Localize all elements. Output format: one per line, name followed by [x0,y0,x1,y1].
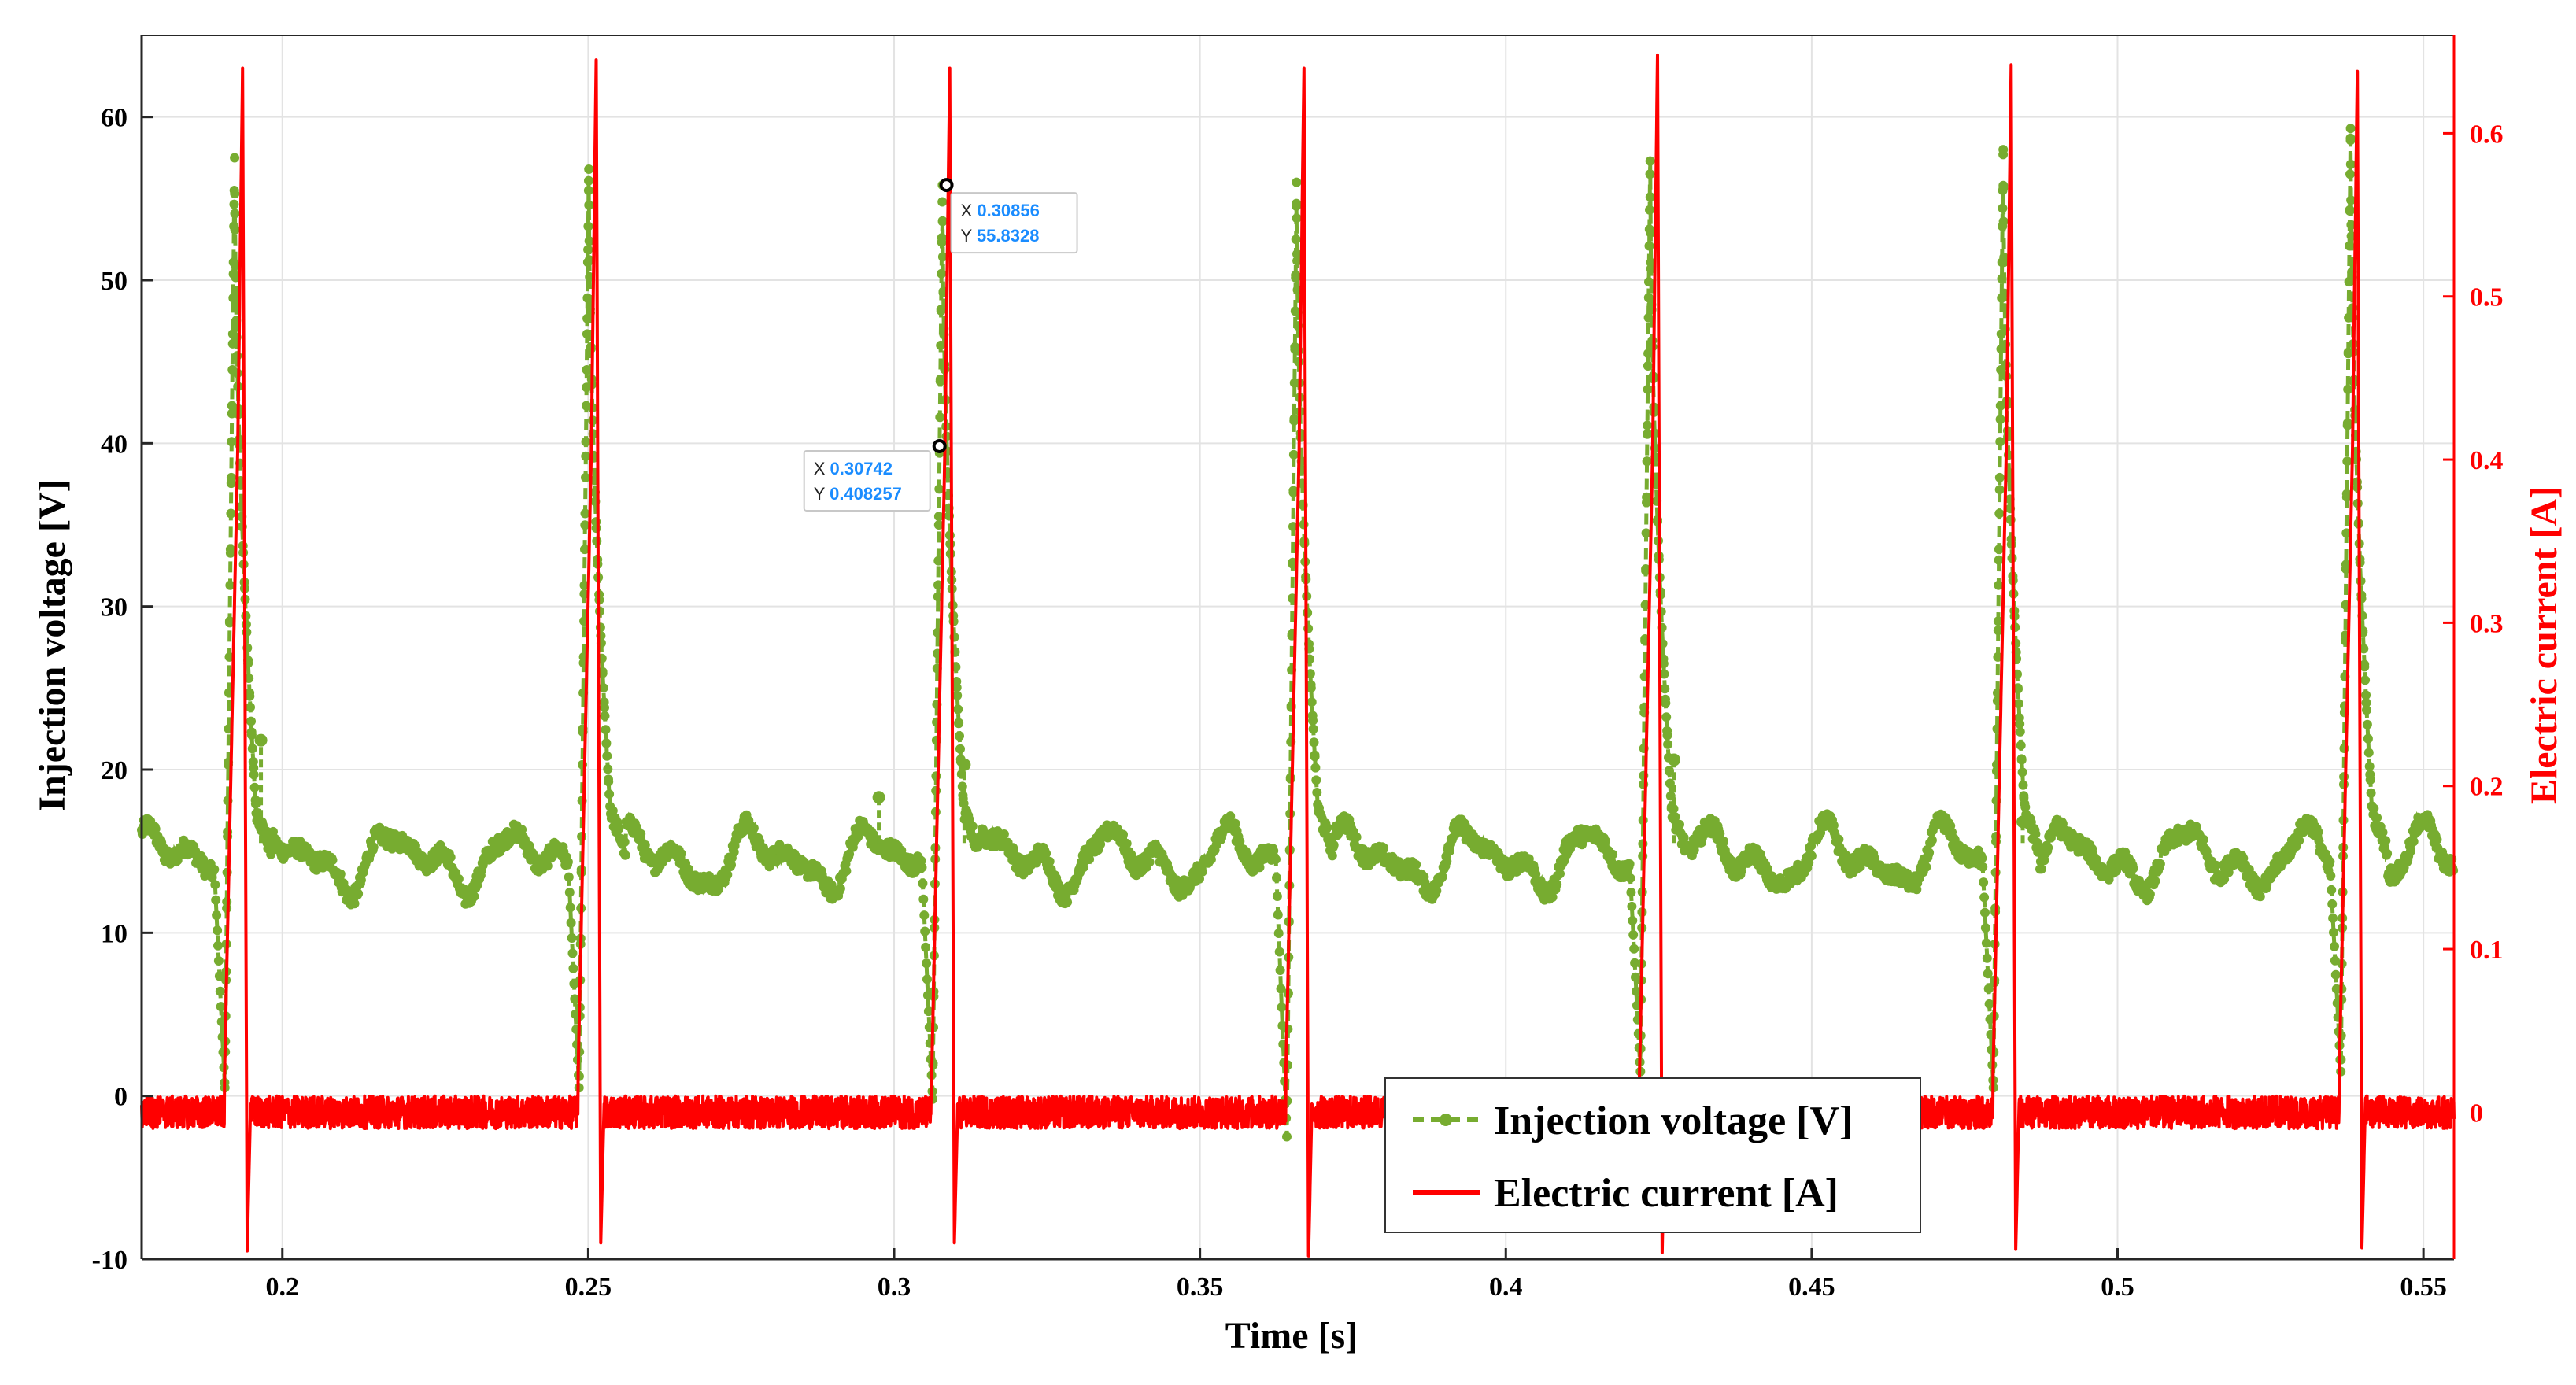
voltage-series-markers [137,124,2459,1142]
x-tick-label: 0.55 [2400,1272,2447,1302]
legend-label-current: Electric current [A] [1494,1171,1839,1216]
y-left-tick-label: 20 [101,756,128,785]
datatip-point [932,438,947,453]
datatip-point [939,178,954,193]
datatip-x-row: X 0.30742 [814,459,893,478]
y-right-tick-label: 0.6 [2470,120,2504,149]
y-left-tick-label: 50 [101,267,128,296]
x-tick-label: 0.25 [565,1272,612,1302]
y-right-tick-label: 0.1 [2470,936,2504,965]
y-right-tick-label: 0.4 [2470,446,2504,475]
x-tick-label: 0.3 [878,1272,911,1302]
voltage-spike-marker [1668,753,1681,766]
voltage-spike-marker [958,758,971,771]
y-right-tick-label: 0.5 [2470,283,2504,312]
x-tick-label: 0.45 [1788,1272,1835,1302]
y-left-tick-label: -10 [92,1246,128,1275]
plot-area [137,53,2459,1258]
legend-label-voltage: Injection voltage [V] [1494,1099,1853,1143]
x-tick-label: 0.2 [266,1272,300,1302]
datatip-x-row: X 0.30856 [961,201,1040,220]
voltage-spike-marker [254,733,268,747]
x-tick-label: 0.5 [2101,1272,2134,1302]
legend: Injection voltage [V] Electric current [… [1384,1077,1921,1233]
x-axis-title: Time [s] [1225,1315,1358,1357]
y-axis-title-left: Injection voltage [V] [31,479,73,811]
voltage-spike-marker [872,791,885,804]
voltage-spike-marker [2016,815,2030,829]
y-axis-title-right: Electric current [A] [2523,486,2565,804]
legend-marker-voltage [1440,1114,1452,1126]
y-left-tick-label: 10 [101,919,128,948]
y-left-tick-label: 40 [101,430,128,459]
datatip-y-row: Y 55.8328 [961,226,1040,246]
datatip-y-row: Y 0.408257 [814,484,902,504]
x-tick-label: 0.35 [1177,1272,1224,1302]
tick-labels: 0.2 0.25 0.3 0.35 0.4 0.45 0.5 0.55 -10 0 10 20 30 40… [92,104,2504,1302]
x-tick-label: 0.4 [1489,1272,1523,1302]
y-left-tick-label: 30 [101,593,128,622]
datatips: X 0.30856 Y 55.8328 X 0.30742 Y 0.408257 [803,178,1078,512]
datatip-box [803,449,931,512]
y-right-tick-label: 0.3 [2470,609,2504,638]
datatip-box [950,192,1078,254]
legend-box [1384,1077,1921,1233]
current-series-line [140,53,2456,1258]
y-right-tick-label: 0.2 [2470,773,2504,802]
y-left-tick-label: 0 [114,1083,128,1112]
y-right-tick-label: 0 [2470,1099,2483,1128]
y-left-tick-label: 60 [101,104,128,133]
axes [140,35,2456,1261]
